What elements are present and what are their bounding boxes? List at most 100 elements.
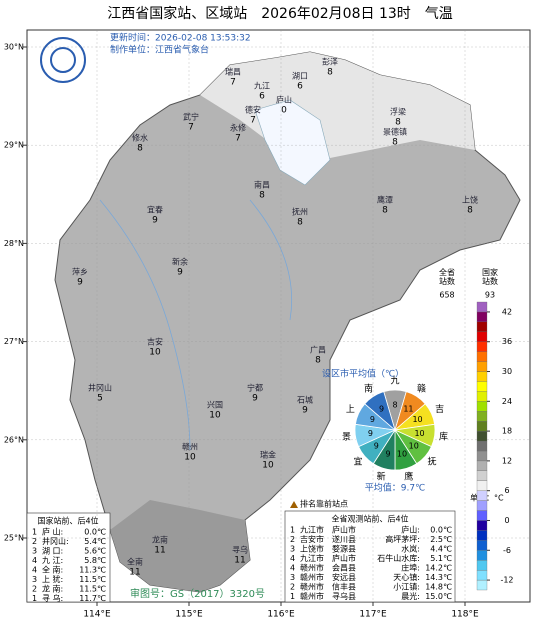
southern-warm-zone bbox=[110, 500, 250, 592]
station-value: 8 bbox=[297, 218, 303, 228]
pie-value: 8 bbox=[392, 401, 397, 410]
lat-label: 28°N bbox=[4, 239, 24, 248]
province-rank-cell: 赣州市 bbox=[300, 572, 324, 582]
national-rank-cell: 1 bbox=[32, 594, 37, 603]
province-rank-cell: 天心镇: bbox=[393, 572, 420, 582]
national-rank-cell: 11.5℃ bbox=[79, 585, 106, 594]
legend-all-label: 全省站数 bbox=[439, 267, 455, 286]
pie-name: 宜 bbox=[353, 456, 362, 468]
province-rank-cell: 4 bbox=[290, 564, 295, 573]
pie-average: 平均值：9.7℃ bbox=[365, 482, 425, 494]
legend-swatch bbox=[476, 430, 488, 442]
legend-tick-label: 36 bbox=[502, 337, 512, 346]
pie-name: 上 bbox=[346, 404, 355, 415]
station-name: 南昌 bbox=[254, 180, 270, 190]
province-rank-cell: 石牛山水库: bbox=[377, 553, 420, 563]
province-rank-cell: 九江市 bbox=[300, 553, 324, 563]
province-rank-cell: 庐山市 bbox=[332, 525, 356, 535]
province-rank-cell: 信丰县 bbox=[332, 582, 356, 592]
province-rank-cell: 2.5℃ bbox=[430, 535, 452, 544]
legend-national-count: 93 bbox=[485, 291, 495, 300]
station-value: 9 bbox=[152, 216, 158, 226]
national-rank-cell: 2 bbox=[32, 585, 37, 594]
station-value: 10 bbox=[209, 411, 221, 421]
lon-label: 115°E bbox=[175, 610, 203, 620]
pie-name: 景 bbox=[342, 431, 351, 442]
province-rank-cell: 赣州市 bbox=[300, 582, 324, 592]
national-rank-cell: 3 bbox=[32, 547, 37, 556]
station-value: 8 bbox=[392, 138, 398, 148]
province-rank-cell: 赣州市 bbox=[300, 591, 324, 601]
legend-tick-label: -12 bbox=[500, 576, 513, 585]
approval-number: 审图号：GS（2017）3320号 bbox=[130, 587, 265, 600]
legend-swatch bbox=[476, 540, 488, 551]
legend-swatch bbox=[476, 520, 488, 531]
station-name: 宁都 bbox=[247, 383, 263, 393]
national-rank-cell: 九 江: bbox=[42, 556, 63, 565]
province-rank-box bbox=[284, 510, 456, 603]
station-name: 吉安 bbox=[147, 337, 163, 347]
station-value: 9 bbox=[177, 268, 183, 278]
province-rank-cell: 1 bbox=[290, 526, 295, 535]
national-rank-cell: 全 南: bbox=[42, 565, 63, 575]
pie-name: 九 bbox=[390, 376, 399, 387]
legend-all-count: 658 bbox=[439, 291, 454, 300]
pie-name: 吉 bbox=[435, 404, 444, 415]
legend-swatch bbox=[476, 550, 488, 561]
province-rank-title: 全省观测站前、后4位 bbox=[331, 514, 408, 524]
station-name: 抚州 bbox=[292, 207, 308, 217]
lat-label: 25°N bbox=[4, 534, 24, 543]
station-value: 10 bbox=[262, 461, 274, 471]
province-rank-cell: 九江市 bbox=[300, 525, 324, 535]
legend-all-label-line: 站数 bbox=[439, 276, 455, 286]
station-name: 井冈山 bbox=[88, 383, 112, 393]
legend-national-label-line: 站数 bbox=[482, 276, 498, 286]
legend-swatch bbox=[476, 569, 488, 581]
pie-value: 9 bbox=[370, 415, 375, 424]
province-rank-cell: 庄埠: bbox=[401, 563, 420, 573]
legend-swatch bbox=[476, 301, 488, 313]
station-value: 0 bbox=[281, 106, 287, 116]
national-rank-cell: 井冈山: bbox=[42, 536, 69, 546]
producer: 制作单位：江西省气象台 bbox=[110, 44, 209, 56]
national-rank-cell: 1 bbox=[32, 528, 37, 537]
legend-swatch bbox=[476, 421, 488, 432]
province-rank-cell: 5.1℃ bbox=[430, 554, 452, 563]
station-value: 8 bbox=[395, 118, 401, 128]
station-value: 8 bbox=[259, 191, 265, 201]
pie-value: 10 bbox=[397, 449, 407, 458]
station-value: 8 bbox=[327, 68, 333, 78]
province-rank-cell: 吉安市 bbox=[300, 534, 324, 544]
province-rank-cell: 庐山市 bbox=[332, 553, 356, 563]
station-value: 8 bbox=[315, 356, 321, 366]
national-rank-box bbox=[26, 512, 111, 603]
legend-swatch bbox=[476, 411, 488, 422]
legend-swatch bbox=[476, 331, 488, 342]
station-value: 8 bbox=[467, 206, 473, 216]
station-name: 浮梁 bbox=[390, 107, 406, 117]
province-rank-cell: 2 bbox=[290, 535, 295, 544]
province-rank-cell: 遂川县 bbox=[332, 534, 356, 544]
station-value: 8 bbox=[382, 206, 388, 216]
pie-name: 南 bbox=[364, 382, 373, 394]
national-rank-cell: 4 bbox=[32, 556, 37, 565]
station-name: 瑞金 bbox=[260, 450, 276, 460]
river bbox=[99, 199, 191, 451]
province-rank-cell: 4.4℃ bbox=[430, 545, 452, 554]
province-rank-cell: 晨光: bbox=[401, 591, 420, 601]
province-rank-cell: 3 bbox=[290, 545, 295, 554]
pie-value: 10 bbox=[412, 415, 422, 424]
station-value: 11 bbox=[234, 556, 245, 566]
river bbox=[249, 199, 293, 321]
pie-name: 鹰 bbox=[404, 471, 413, 483]
station-name: 赣州 bbox=[182, 442, 198, 452]
pie-name: 抚 bbox=[428, 456, 437, 468]
station-value: 10 bbox=[149, 348, 161, 358]
station-value: 7 bbox=[230, 78, 236, 88]
legend-swatch bbox=[476, 371, 488, 382]
legend-tick-label: 6 bbox=[504, 486, 509, 495]
legend-tick-label: 0 bbox=[504, 516, 509, 525]
legend-swatch bbox=[476, 500, 488, 511]
national-rank-cell: 2 bbox=[32, 537, 37, 546]
pie-value: 9 bbox=[385, 449, 390, 458]
